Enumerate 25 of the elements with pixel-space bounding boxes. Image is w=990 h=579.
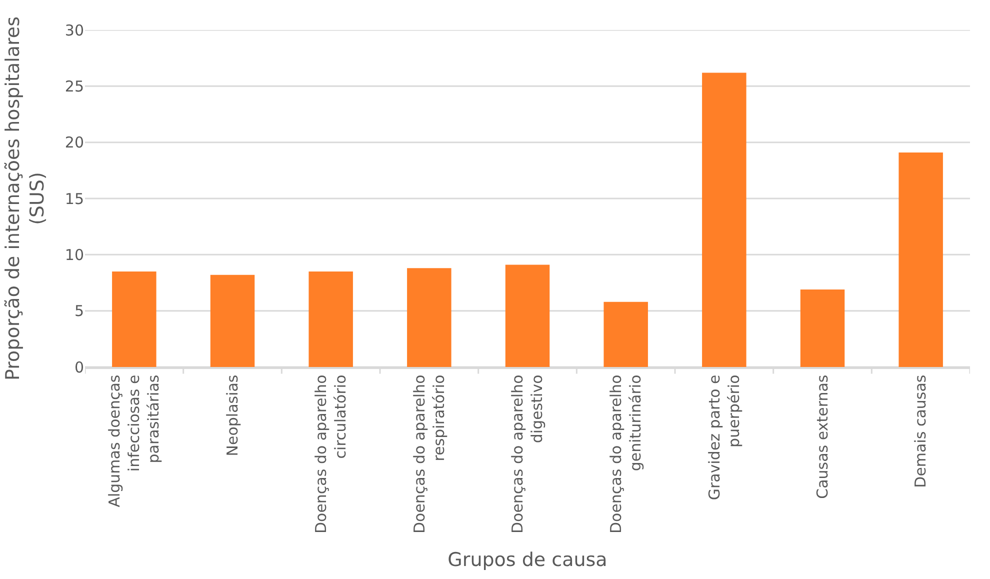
bar [505, 264, 550, 367]
bar [308, 272, 353, 367]
y-tick-label: 0 [74, 358, 84, 376]
y-tick-label: 25 [64, 77, 84, 96]
x-tick-label: Doenças do aparelho digestivo [508, 374, 546, 534]
y-tick-label: 30 [64, 21, 84, 40]
bar [702, 72, 746, 367]
x-tick-label: Demais causas [912, 374, 930, 488]
x-tick-label: Algumas doenças infecciosas e parasitárias [106, 374, 163, 508]
bar [604, 302, 648, 367]
y-axis-title: Proporção de internações hospitalares (SUS) [2, 16, 49, 380]
bar [800, 289, 845, 367]
x-tick-label: Gravidez parto e puerpério [705, 374, 743, 500]
x-tick-label: Neoplasias [223, 374, 242, 456]
bar [210, 274, 255, 367]
y-tick-label: 10 [64, 246, 84, 264]
x-tick-label: Doenças do aparelho circulatório [312, 374, 350, 534]
x-axis-title: Grupos de causa [448, 548, 608, 571]
bar [898, 152, 943, 367]
y-tick-label: 5 [74, 302, 84, 320]
y-tick-label: 20 [64, 134, 84, 152]
x-tick-label: Causas externas [813, 374, 832, 499]
y-tick-label: 15 [64, 190, 84, 208]
bar [112, 272, 156, 367]
bar [407, 268, 452, 367]
